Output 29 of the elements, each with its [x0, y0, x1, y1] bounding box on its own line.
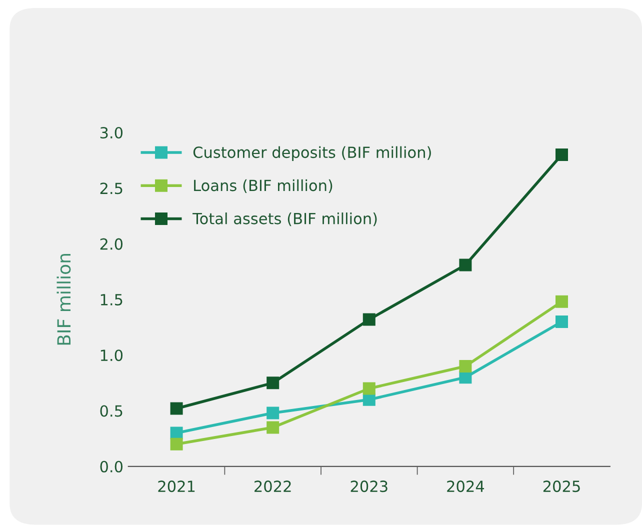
y-tick-label: 2.0	[100, 238, 123, 250]
legend-label: Customer deposits (BIF million)	[193, 146, 431, 162]
point	[170, 402, 183, 415]
point	[556, 315, 568, 328]
point	[362, 393, 376, 406]
point	[266, 406, 280, 420]
legend-label: Loans (BIF million)	[194, 179, 332, 193]
y-tick-label: 2.5	[100, 182, 122, 194]
y-tick-label: 3.0	[100, 126, 123, 139]
x-tick-label: 2024	[447, 480, 484, 492]
y-axis-title: BIF million	[56, 254, 71, 345]
y-tick-label: 1.5	[100, 294, 122, 306]
x-tick-label: 2021	[158, 480, 195, 492]
point	[556, 148, 568, 162]
point	[362, 382, 376, 395]
y-tick-label: 0.5	[100, 405, 122, 417]
x-tick-label: 2023	[350, 480, 388, 492]
point	[459, 258, 472, 272]
point	[459, 360, 472, 372]
point	[266, 376, 280, 390]
point	[266, 421, 280, 434]
point	[362, 313, 376, 326]
y-tick-label: 0.0	[100, 460, 123, 472]
point	[170, 438, 183, 450]
x-tick-label: 2025	[543, 480, 580, 492]
y-tick-label: 1.0	[100, 350, 123, 362]
point	[556, 295, 568, 308]
x-tick-label: 2022	[254, 480, 291, 492]
legend-label: Total assets (BIF million)	[192, 212, 377, 226]
